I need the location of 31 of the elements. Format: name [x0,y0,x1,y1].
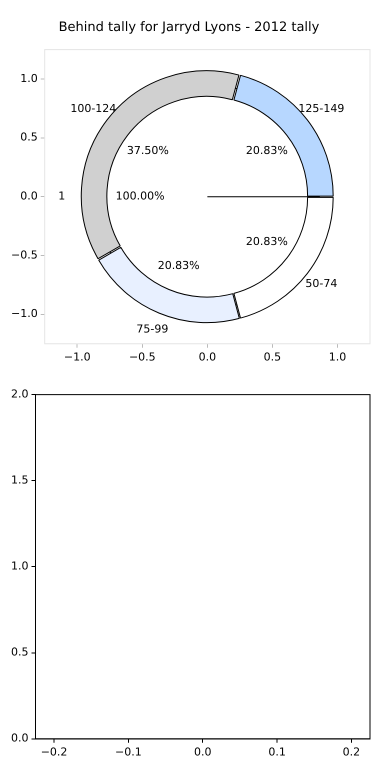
y-tick-label: 0.0 [10,732,28,745]
slice-label: 125-149 [298,102,344,116]
data-label: 20.83% [246,144,288,157]
y-tick-label: 0.5 [10,646,28,659]
slice-label: 1 [58,190,66,203]
x-tick-label: 0.5 [264,350,282,364]
x-tick-label: 0.0 [198,350,216,364]
data-label: 37.50% [126,144,169,157]
y-tick-label: 2.0 [10,387,28,400]
y-tick-label: −0.5 [10,248,38,262]
x-tick-label: −1.0 [64,350,91,364]
y-tick-label: −1.0 [10,307,38,320]
y-tick-label: 1.0 [10,560,28,573]
x-tick-label: −0.5 [128,350,156,364]
data-label: 100.00% [116,190,165,203]
y-tick-label: 1.0 [20,72,38,85]
slice-label: 100-124 [70,102,116,116]
x-tick-label: −0.2 [40,745,68,758]
data-label: 20.83% [246,235,288,248]
y-tick-label: 0.0 [20,190,38,203]
x-tick-label: 0.1 [268,745,286,758]
data-label: 20.83% [158,258,200,272]
chart-title: Behind tally for Jarryd Lyons - 2012 tally [58,20,320,36]
y-tick-label: 0.5 [20,130,38,144]
slice-label: 75-99 [136,322,168,336]
y-tick-label: 1.5 [10,474,28,487]
slice-label: 50-74 [305,277,338,290]
x-tick-label: 0.2 [342,745,360,758]
x-tick-label: −0.1 [115,745,142,758]
x-tick-label: 0.0 [194,745,212,758]
x-tick-label: 1.0 [328,350,346,364]
